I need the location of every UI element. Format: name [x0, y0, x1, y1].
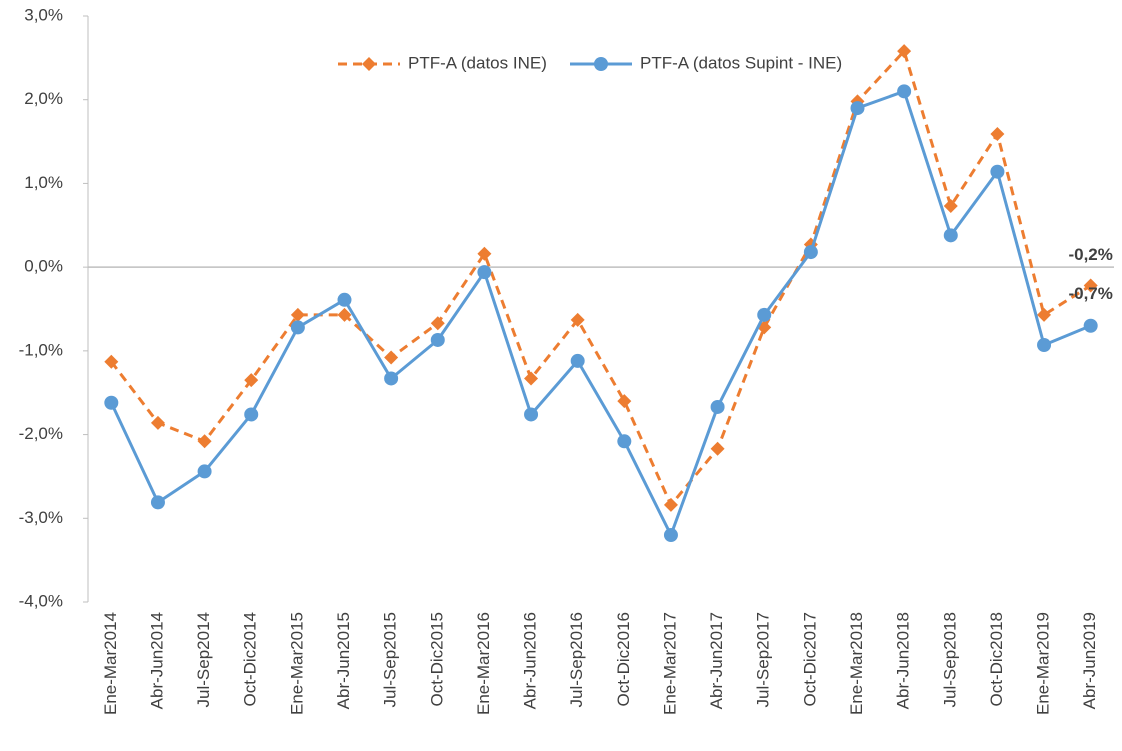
marker: [337, 292, 352, 307]
y-tick-label: 3,0%: [24, 5, 63, 24]
marker: [570, 312, 585, 327]
marker: [197, 434, 212, 449]
marker: [524, 407, 539, 422]
marker: [104, 354, 119, 369]
marker: [430, 316, 445, 331]
marker: [384, 371, 399, 386]
marker: [943, 199, 958, 214]
y-tick-label: -1,0%: [19, 340, 63, 359]
legend-label: PTF-A (datos INE): [408, 53, 547, 72]
x-tick-label: Ene-Mar2019: [1034, 612, 1053, 715]
marker: [943, 228, 958, 243]
marker: [477, 265, 492, 280]
marker: [617, 394, 632, 409]
x-tick-label: Jul-Sep2015: [381, 612, 400, 707]
x-tick-label: Jul-Sep2016: [567, 612, 586, 707]
marker: [897, 44, 912, 59]
marker: [430, 332, 445, 347]
legend-marker: [362, 57, 376, 71]
legend-marker: [594, 57, 608, 71]
marker: [663, 528, 678, 543]
x-tick-label: Jul-Sep2014: [194, 612, 213, 707]
y-tick-label: -2,0%: [19, 424, 63, 443]
series-line: [109, 89, 1092, 537]
x-tick-label: Ene-Mar2016: [474, 612, 493, 715]
marker: [990, 127, 1005, 142]
x-tick-label: Abr-Jun2014: [147, 612, 166, 709]
x-tick-label: Jul-Sep2017: [754, 612, 773, 707]
x-tick-label: Jul-Sep2018: [940, 612, 959, 707]
x-tick-label: Oct-Dic2015: [427, 612, 446, 706]
marker: [150, 495, 165, 510]
y-tick-label: 0,0%: [24, 257, 63, 276]
marker: [850, 101, 865, 116]
x-tick-label: Oct-Dic2014: [241, 612, 260, 706]
legend-label: PTF-A (datos Supint - INE): [640, 53, 842, 72]
series-line: [110, 49, 1092, 507]
marker: [197, 464, 212, 479]
x-tick-label: Abr-Jun2016: [521, 612, 540, 709]
marker: [570, 353, 585, 368]
marker: [150, 415, 165, 430]
marker: [104, 395, 119, 410]
marker: [244, 373, 259, 388]
marker: [384, 350, 399, 365]
x-tick-label: Abr-Jun2018: [894, 612, 913, 709]
y-tick-label: 1,0%: [24, 173, 63, 192]
x-tick-label: Abr-Jun2019: [1080, 612, 1099, 709]
marker: [1083, 278, 1098, 293]
marker: [803, 245, 818, 260]
x-tick-label: Oct-Dic2018: [987, 612, 1006, 706]
value-label: -0,2%: [1068, 245, 1112, 264]
y-tick-label: -3,0%: [19, 508, 63, 527]
marker: [757, 307, 772, 322]
x-tick-label: Oct-Dic2017: [800, 612, 819, 706]
y-tick-label: -4,0%: [19, 591, 63, 610]
marker: [244, 407, 259, 422]
x-tick-label: Oct-Dic2016: [614, 612, 633, 706]
marker: [477, 246, 492, 261]
value-label: -0,7%: [1068, 284, 1112, 303]
marker: [337, 307, 352, 322]
x-tick-label: Abr-Jun2017: [707, 612, 726, 709]
marker: [617, 434, 632, 449]
marker: [290, 307, 305, 322]
marker: [663, 497, 678, 512]
marker: [990, 164, 1005, 179]
marker: [524, 371, 539, 386]
x-tick-label: Ene-Mar2014: [101, 612, 120, 715]
x-tick-label: Abr-Jun2015: [334, 612, 353, 709]
marker: [710, 399, 725, 414]
x-tick-label: Ene-Mar2018: [847, 612, 866, 715]
marker: [1037, 337, 1052, 352]
marker: [710, 441, 725, 456]
marker: [897, 84, 912, 99]
y-tick-label: 2,0%: [24, 89, 63, 108]
marker: [1083, 318, 1098, 333]
marker: [290, 320, 305, 335]
x-tick-label: Ene-Mar2017: [660, 612, 679, 715]
x-tick-label: Ene-Mar2015: [287, 612, 306, 715]
marker: [1037, 307, 1052, 322]
